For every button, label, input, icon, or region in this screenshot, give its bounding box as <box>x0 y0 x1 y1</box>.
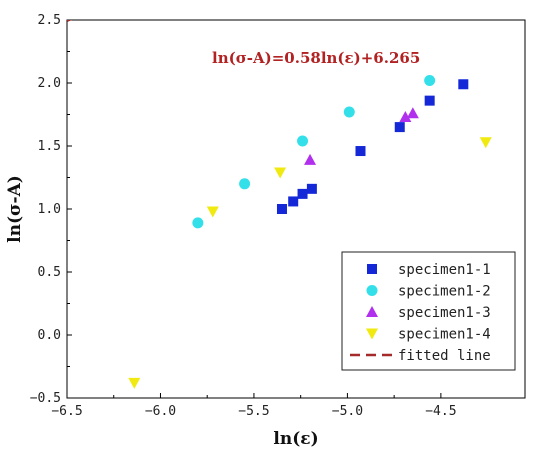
legend-marker-specimen1-3 <box>366 306 378 317</box>
data-point-specimen1-2 <box>424 74 436 86</box>
data-point-specimen1-4 <box>206 206 219 218</box>
data-point-specimen1-1 <box>458 79 469 90</box>
fitted-line-layer <box>67 20 73 22</box>
data-point-specimen1-1 <box>424 95 435 106</box>
data-point-specimen1-1 <box>355 146 366 157</box>
legend-label-specimen1-1: specimen1-1 <box>398 262 491 278</box>
y-tick-label: 1.0 <box>38 202 61 217</box>
x-tick-label: −5.0 <box>332 404 363 419</box>
y-tick-label: 1.5 <box>38 139 61 154</box>
data-point-specimen1-2 <box>343 106 355 118</box>
legend-marker-specimen1-1 <box>367 264 377 274</box>
data-points <box>128 74 492 389</box>
data-point-specimen1-2 <box>192 217 204 229</box>
data-point-specimen1-1 <box>276 204 287 214</box>
data-point-specimen1-3 <box>399 111 412 123</box>
y-tick-label: 0.0 <box>38 328 61 343</box>
data-point-specimen1-2 <box>239 178 251 190</box>
data-point-specimen1-1 <box>306 183 317 194</box>
fit-equation-annotation: ln(σ-A)=0.58ln(ε)+6.265 <box>212 49 420 67</box>
x-axis-title: ln(ε) <box>273 429 318 449</box>
y-axis-title: ln(σ-A) <box>5 175 25 243</box>
x-axis: −6.5 −6.0 −5.5 −5.0 −4.5 <box>51 393 457 419</box>
data-point-specimen1-4 <box>274 167 287 179</box>
x-tick-label: −6.5 <box>51 404 82 419</box>
y-tick-label: −0.5 <box>30 391 61 406</box>
x-tick-label: −5.5 <box>238 404 269 419</box>
legend-label-fitted-line: fitted line <box>398 348 491 364</box>
data-point-specimen1-2 <box>297 135 309 147</box>
data-point-specimen1-3 <box>406 107 419 119</box>
x-tick-label: −4.5 <box>425 404 456 419</box>
legend-marker-specimen1-2 <box>366 285 378 296</box>
y-tick-label: 2.0 <box>38 76 61 91</box>
data-point-specimen1-4 <box>128 377 141 389</box>
y-tick-label: 0.5 <box>38 265 61 280</box>
legend-label-specimen1-4: specimen1-4 <box>398 327 491 343</box>
x-tick-label: −6.0 <box>145 404 176 419</box>
data-point-specimen1-4 <box>479 137 492 149</box>
data-point-specimen1-1 <box>394 122 405 133</box>
legend: specimen1-1 specimen1-2 specimen1-3 specime… <box>341 251 516 371</box>
y-axis: −0.5 0.0 0.5 1.0 1.5 2.0 2.5 <box>30 13 72 406</box>
legend-label-specimen1-3: specimen1-3 <box>398 305 491 321</box>
data-point-specimen1-1 <box>297 188 308 199</box>
y-tick-label: 2.5 <box>38 13 61 28</box>
fitted-line <box>67 20 73 22</box>
legend-label-specimen1-2: specimen1-2 <box>398 284 491 300</box>
legend-marker-specimen1-4 <box>366 328 378 340</box>
data-point-specimen1-1 <box>288 196 299 207</box>
data-point-specimen1-3 <box>304 153 317 165</box>
